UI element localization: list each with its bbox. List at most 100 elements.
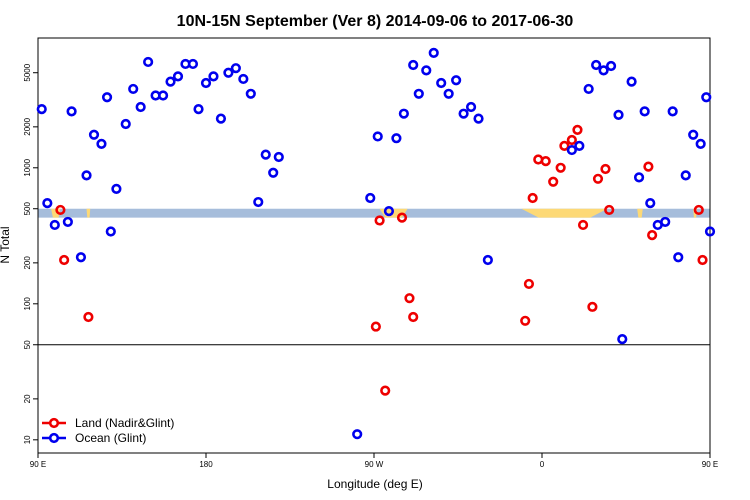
- data-point: [66, 106, 77, 117]
- data-point: [111, 183, 122, 194]
- data-point: [473, 113, 484, 124]
- data-point: [352, 429, 363, 440]
- data-point: [465, 101, 477, 113]
- data-point: [520, 315, 531, 326]
- data-points: [36, 47, 716, 440]
- data-point: [208, 71, 219, 82]
- data-point: [583, 83, 594, 95]
- land-band-segment: [637, 208, 643, 218]
- y-tick-label: 500: [23, 202, 32, 216]
- data-point: [36, 104, 47, 115]
- data-point: [128, 83, 139, 95]
- data-point: [62, 216, 73, 228]
- data-point: [215, 113, 227, 124]
- y-tick-label: 20: [23, 394, 32, 403]
- land-band-segment: [51, 208, 61, 218]
- x-tick-label: 180: [199, 460, 213, 469]
- data-point: [443, 88, 454, 99]
- data-point: [587, 301, 598, 312]
- data-point: [633, 172, 645, 183]
- legend-marker: [48, 432, 60, 444]
- data-point: [75, 252, 87, 263]
- data-point: [370, 321, 381, 332]
- data-point: [436, 77, 447, 89]
- data-point: [527, 192, 538, 204]
- data-point: [372, 131, 383, 142]
- data-point: [260, 149, 271, 160]
- data-point: [200, 77, 212, 89]
- data-point: [101, 92, 113, 103]
- data-point: [701, 92, 712, 103]
- data-point: [458, 108, 469, 119]
- data-point: [223, 67, 234, 78]
- data-point: [398, 108, 409, 119]
- data-point: [647, 229, 658, 241]
- data-point: [482, 254, 493, 266]
- data-point: [105, 226, 116, 237]
- data-point: [673, 252, 684, 263]
- data-point: [165, 76, 176, 87]
- data-point: [695, 138, 706, 149]
- data-point: [408, 59, 419, 71]
- data-point: [273, 151, 284, 163]
- data-point: [626, 76, 637, 87]
- data-point: [428, 47, 439, 58]
- data-point: [120, 118, 131, 130]
- data-point: [688, 129, 699, 140]
- data-point: [572, 124, 583, 135]
- data-point: [566, 144, 577, 156]
- data-point: [704, 226, 716, 237]
- y-tick-label: 100: [23, 297, 32, 311]
- ocean-band: [38, 208, 710, 218]
- data-point: [604, 204, 615, 216]
- data-point: [555, 162, 566, 173]
- data-point: [135, 101, 146, 113]
- data-point: [577, 219, 589, 231]
- x-tick-label: 90 E: [30, 460, 46, 469]
- data-point: [59, 254, 70, 266]
- data-point: [605, 60, 617, 72]
- y-tick-label: 50: [23, 340, 32, 349]
- y-tick-label: 5000: [23, 63, 32, 81]
- data-point: [245, 88, 256, 99]
- series-ocean: [36, 47, 716, 440]
- data-point: [540, 155, 551, 167]
- y-tick-label: 200: [23, 256, 32, 270]
- data-point: [404, 293, 415, 304]
- data-point: [591, 59, 602, 71]
- land-band-segment: [521, 208, 608, 218]
- data-point: [639, 106, 650, 117]
- data-point: [49, 219, 60, 231]
- data-point: [693, 204, 704, 216]
- land-band-segment: [86, 208, 91, 218]
- x-tick-label: 90 W: [365, 460, 384, 469]
- data-point: [374, 215, 385, 226]
- data-point: [645, 198, 656, 209]
- data-point: [157, 90, 169, 101]
- data-point: [187, 58, 199, 70]
- data-point: [413, 88, 424, 99]
- x-tick-label: 90 E: [702, 460, 718, 469]
- data-point: [592, 173, 604, 184]
- data-point: [566, 134, 577, 146]
- data-point: [600, 163, 611, 175]
- data-point: [253, 196, 264, 208]
- data-point: [613, 109, 624, 120]
- data-point: [391, 133, 402, 144]
- data-point: [55, 204, 66, 216]
- data-point: [81, 170, 92, 181]
- y-axis-label: N Total: [0, 226, 12, 263]
- plot-frame: [37, 37, 711, 454]
- data-point: [617, 334, 628, 345]
- data-point: [42, 198, 53, 209]
- data-point: [172, 71, 184, 82]
- x-axis-label: Longitude (deg E): [327, 477, 422, 491]
- data-point: [451, 75, 462, 86]
- data-point: [230, 63, 241, 74]
- data-point: [238, 73, 249, 85]
- data-point: [396, 212, 408, 223]
- data-point: [268, 167, 279, 178]
- data-point: [548, 176, 559, 187]
- data-point: [193, 104, 204, 115]
